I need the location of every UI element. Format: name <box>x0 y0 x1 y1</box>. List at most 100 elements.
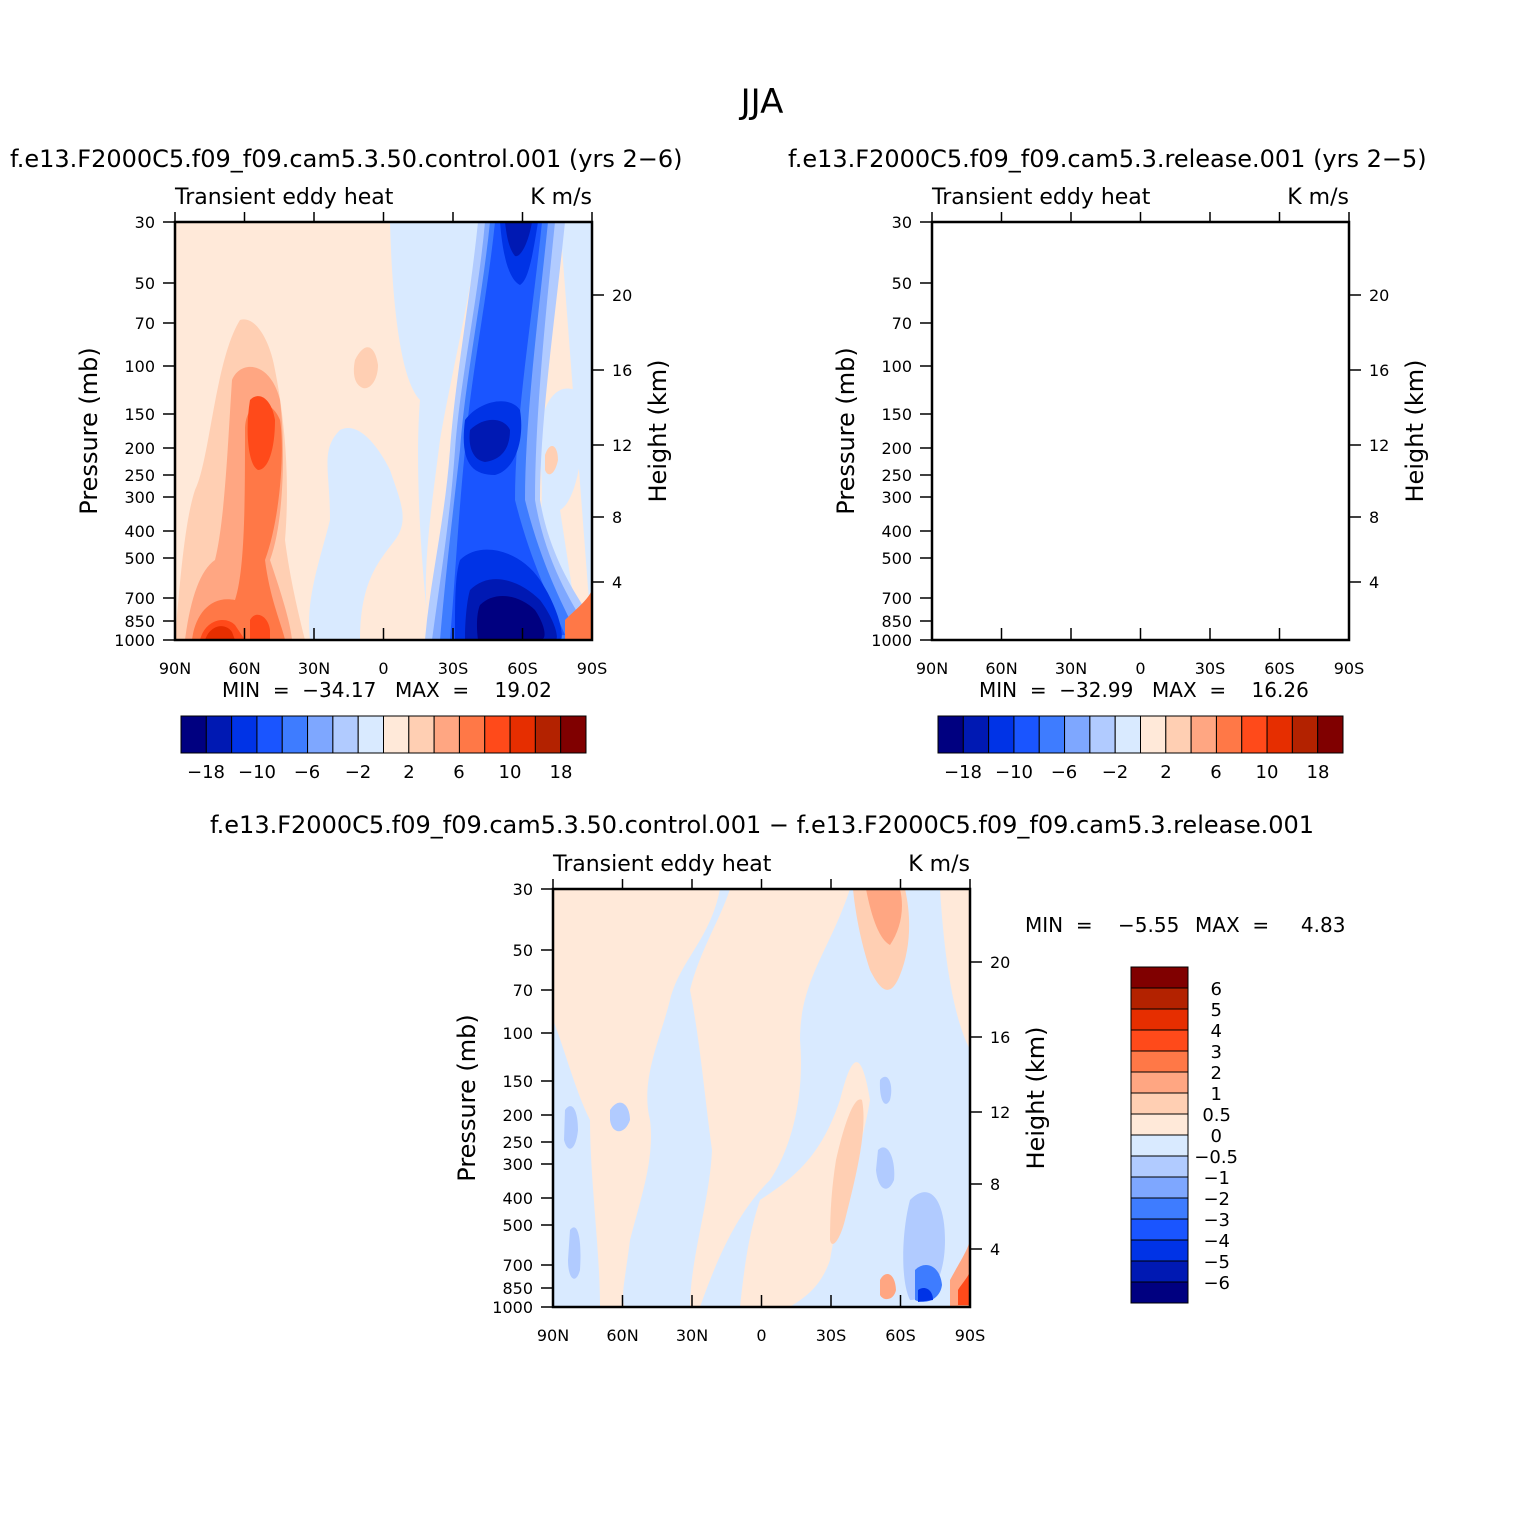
x-tick-label: 90S <box>1334 659 1365 678</box>
colorbar-label: 0 <box>1211 1126 1222 1147</box>
min-label: MIN = −5.55 <box>1025 913 1179 937</box>
y-right-tick-label: 8 <box>990 1175 1000 1194</box>
y-right-tick-label: 8 <box>1369 508 1379 527</box>
x-tick-label: 30S <box>438 659 469 678</box>
colorbar-swatch <box>1165 715 1192 754</box>
colorbar-label: 2 <box>403 762 414 783</box>
y-tick-label: 100 <box>502 1024 533 1043</box>
colorbar <box>937 715 1344 754</box>
x-tick-label: 90S <box>955 1326 986 1345</box>
x-tick-label: 30S <box>1195 659 1226 678</box>
colorbar-swatch <box>231 715 258 754</box>
colorbar-label: 5 <box>1211 1000 1222 1021</box>
colorbar-label: −2 <box>345 762 372 783</box>
y-tick-label: 850 <box>881 612 912 631</box>
x-tick-label: 30N <box>298 659 330 678</box>
colorbar-swatch <box>534 715 562 754</box>
colorbar-label: 4 <box>1211 1021 1222 1042</box>
y-tick-label: 50 <box>135 274 155 293</box>
y-right-tick-label: 4 <box>612 573 622 592</box>
colorbar-swatch <box>1013 715 1040 754</box>
y-tick-label: 700 <box>124 589 155 608</box>
subtitle-right: K m/s <box>1287 185 1349 210</box>
y-tick-label: 500 <box>502 1216 533 1235</box>
x-tick-label: 60S <box>1264 659 1295 678</box>
y-right-tick-label: 4 <box>1369 573 1379 592</box>
subtitle-left: Transient eddy heat <box>174 185 394 210</box>
y-right-tick-label: 8 <box>612 508 622 527</box>
colorbar-swatch <box>1114 715 1141 754</box>
colorbar-label: −0.5 <box>1194 1147 1238 1168</box>
colorbar-swatch <box>1130 1260 1189 1283</box>
colorbar-label: −18 <box>187 762 225 783</box>
y-tick-label: 250 <box>881 466 912 485</box>
y-tick-label: 200 <box>502 1106 533 1125</box>
colorbar-swatch <box>307 715 334 754</box>
y-tick-label: 200 <box>881 439 912 458</box>
colorbar-label: −6 <box>1203 1273 1230 1294</box>
colorbar <box>1130 966 1189 1304</box>
y-tick-label: 850 <box>124 612 155 631</box>
colorbar-swatch <box>962 715 990 754</box>
subtitle-left: Transient eddy heat <box>552 852 772 877</box>
y-tick-label: 70 <box>135 314 155 333</box>
min-label: MIN = −34.17 <box>222 678 376 702</box>
y-tick-label: 50 <box>513 941 533 960</box>
colorbar-swatch <box>408 715 435 754</box>
colorbar-swatch <box>1130 1113 1189 1136</box>
y-right-tick-label: 20 <box>612 286 632 305</box>
subtitle-right: K m/s <box>908 852 970 877</box>
colorbar-label: −2 <box>1102 762 1129 783</box>
colorbar-label: 2 <box>1211 1063 1222 1084</box>
y-right-tick-label: 20 <box>1369 286 1389 305</box>
colorbar-label: −2 <box>1203 1189 1230 1210</box>
y-right-tick-label: 20 <box>990 953 1010 972</box>
y-tick-label: 200 <box>124 439 155 458</box>
colorbar-label: −5 <box>1203 1252 1230 1273</box>
colorbar <box>180 715 587 754</box>
colorbar-swatch <box>1130 1029 1189 1052</box>
colorbar-label: 18 <box>1307 762 1330 783</box>
colorbar-label: −10 <box>238 762 276 783</box>
contour-field <box>175 222 592 640</box>
colorbar-label: −3 <box>1203 1210 1230 1231</box>
y-tick-label: 30 <box>892 213 912 232</box>
colorbar-swatch <box>1130 1218 1189 1241</box>
colorbar-swatch <box>1130 1008 1189 1031</box>
y-right-tick-label: 16 <box>1369 361 1389 380</box>
y-tick-label: 400 <box>881 522 912 541</box>
y-tick-label: 700 <box>881 589 912 608</box>
colorbar-swatch <box>988 715 1015 754</box>
colorbar-swatch <box>1140 715 1167 754</box>
figure-title: JJA <box>739 82 784 122</box>
colorbar-label: 1 <box>1211 1084 1222 1105</box>
y-tick-label: 150 <box>124 405 155 424</box>
colorbar-swatch <box>357 715 384 754</box>
colorbar-label: 3 <box>1211 1042 1222 1063</box>
y-tick-label: 300 <box>124 488 155 507</box>
y-right-axis-label: Height (km) <box>1022 1027 1050 1170</box>
y-tick-label: 150 <box>881 405 912 424</box>
y-tick-label: 100 <box>124 357 155 376</box>
y-tick-label: 1000 <box>492 1298 533 1317</box>
colorbar-label: 6 <box>1210 762 1221 783</box>
colorbar-label: −10 <box>995 762 1033 783</box>
y-tick-label: 400 <box>124 522 155 541</box>
y-tick-label: 250 <box>502 1133 533 1152</box>
colorbar-label: 10 <box>1256 762 1279 783</box>
colorbar-label: 6 <box>453 762 464 783</box>
x-tick-label: 60N <box>228 659 260 678</box>
colorbar-swatch <box>383 715 410 754</box>
colorbar-label: 18 <box>550 762 573 783</box>
y-right-tick-label: 12 <box>612 436 632 455</box>
panel-release: f.e13.F2000C5.f09_f09.cam5.3.release.001… <box>788 145 1429 783</box>
y-tick-label: 100 <box>881 357 912 376</box>
y-tick-label: 300 <box>502 1155 533 1174</box>
colorbar-label: −6 <box>294 762 321 783</box>
y-tick-label: 70 <box>892 314 912 333</box>
colorbar-swatch <box>332 715 359 754</box>
x-tick-label: 30N <box>676 1326 708 1345</box>
colorbar-swatch <box>1130 1281 1189 1304</box>
x-tick-label: 60S <box>885 1326 916 1345</box>
colorbar-swatch <box>1130 1155 1189 1178</box>
